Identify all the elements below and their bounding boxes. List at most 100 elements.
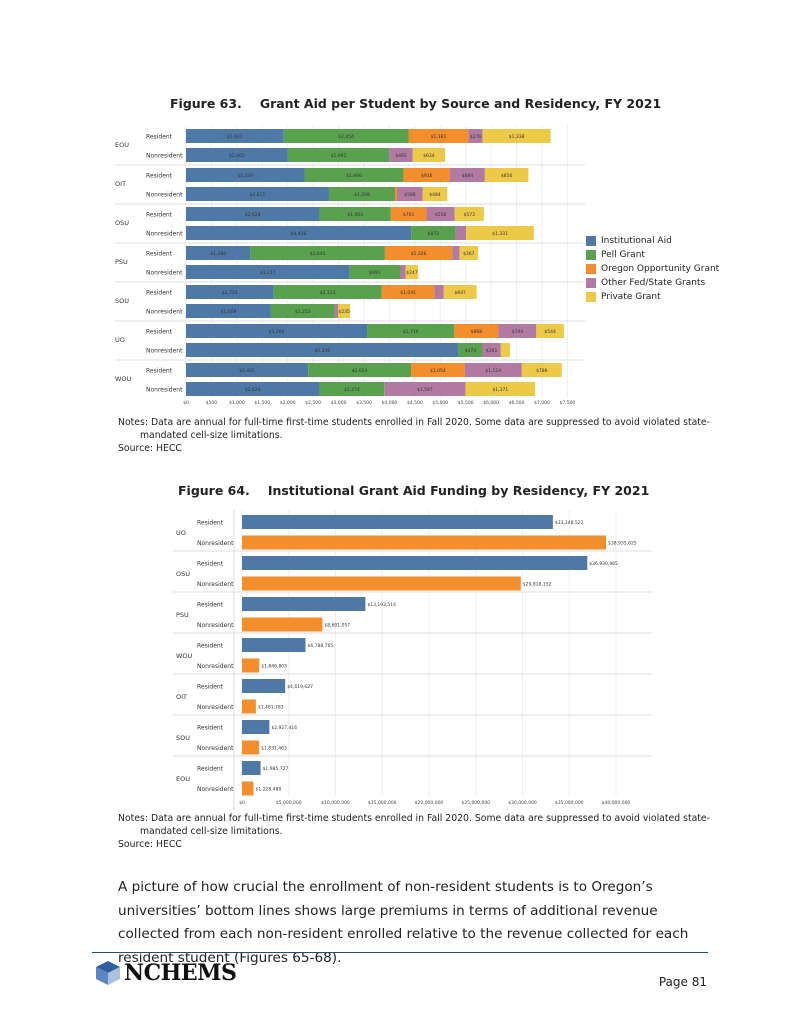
group-label: WOU (115, 375, 132, 383)
bar-segment (422, 187, 448, 201)
data-label: $247 (406, 270, 418, 276)
figure-64-title: Figure 64. Institutional Grant Aid Fundin… (178, 483, 649, 498)
data-label: $1,669 (221, 309, 237, 315)
bar-segment (367, 324, 455, 338)
data-label: $361 (486, 348, 498, 354)
body-paragraph: A picture of how crucial the enrollment … (118, 879, 689, 966)
legend-swatch (586, 278, 596, 288)
bar-segment (466, 226, 534, 240)
row-label: Resident (197, 561, 224, 568)
row-label: Nonresident (197, 704, 234, 711)
row-label: Resident (146, 134, 173, 141)
bar-segment (384, 382, 466, 396)
row-label: Resident (146, 329, 173, 336)
data-label: $868 (471, 329, 483, 335)
legend-swatch (586, 236, 596, 246)
bar-segment (434, 285, 444, 299)
data-label: $33,248,522 (555, 520, 584, 526)
figure-63-title: Figure 63. Grant Aid per Student by Sourc… (170, 96, 661, 111)
data-label: $473 (465, 348, 477, 354)
x-tick-label: $5,000 (432, 400, 448, 406)
bar-segment (452, 246, 460, 260)
data-label: $506 (404, 192, 416, 198)
data-label: $1,371 (492, 387, 508, 393)
data-label: $2,003 (229, 153, 245, 159)
bar-segment (381, 285, 435, 299)
bar-segment (390, 207, 427, 221)
bar-segment (270, 304, 335, 318)
bar-segment (468, 129, 483, 143)
bar-segment (186, 168, 305, 182)
bar-segment (250, 246, 385, 260)
row-label: Resident (197, 684, 224, 691)
legend-swatch (586, 264, 596, 274)
row-label: Nonresident (146, 309, 183, 316)
figure-64-notes: Notes: Data are annual for full-time fir… (118, 812, 718, 851)
bar (242, 597, 366, 611)
group-label: OIT (176, 693, 187, 701)
bar (242, 535, 607, 550)
data-label: $5,356 (314, 348, 330, 354)
bar (242, 720, 270, 734)
figure-number: Figure 64. (178, 483, 250, 498)
bar-segment (308, 363, 412, 377)
data-label: $484 (429, 192, 441, 198)
row-label: Nonresident (146, 387, 183, 394)
data-label: $2,454 (338, 134, 354, 140)
x-tick-label: $0 (183, 400, 189, 406)
data-label: $1,985,727 (263, 766, 289, 772)
group-label: SOU (176, 734, 190, 742)
bar-segment (186, 304, 271, 318)
data-label: $29,818,152 (523, 581, 552, 587)
legend-label: Institutional Aid (601, 236, 672, 246)
bar-segment (450, 168, 485, 182)
x-tick-label: $1,000 (229, 400, 245, 406)
data-label: $1,253 (295, 309, 311, 315)
bar-segment (186, 187, 329, 201)
bar (242, 679, 286, 693)
data-label: $2,624 (245, 212, 261, 218)
bar-segment (384, 246, 453, 260)
data-label: $1,181 (431, 134, 447, 140)
row-label: Nonresident (197, 622, 234, 629)
bar-segment (521, 363, 562, 377)
data-label: $2,123 (320, 290, 336, 296)
data-label: $744 (512, 329, 524, 335)
x-tick-label: $7,500 (560, 400, 576, 406)
bar (242, 576, 521, 591)
data-label: $1,298 (354, 192, 370, 198)
data-label: $1,481,783 (258, 704, 284, 710)
grant-aid-stacked-bar-chart: $0 $500 $1,000 $1,500 $2,000 $2,500 $3,000 $3,5… (115, 125, 585, 406)
bar (242, 515, 553, 529)
row-label: Nonresident (146, 231, 183, 238)
bar-segment (458, 343, 483, 357)
bar-segment (186, 324, 368, 338)
bar-segment (397, 187, 423, 201)
x-tick-label: $2,000 (280, 400, 296, 406)
bar-segment (412, 148, 446, 162)
row-label: Resident (146, 290, 173, 297)
bar-segment (408, 129, 469, 143)
page-number: Page 81 (658, 975, 707, 989)
group-label: EOU (115, 141, 129, 149)
bar-segment (484, 168, 529, 182)
bar (242, 617, 323, 632)
bar-segment (394, 187, 398, 201)
data-label: $1,326 (411, 251, 427, 257)
row-label: Resident (146, 368, 173, 375)
data-label: $3,217 (260, 270, 276, 276)
x-tick-label: $6,500 (509, 400, 525, 406)
legend-swatch (586, 292, 596, 302)
bar-segment (186, 285, 274, 299)
bar-segment (186, 207, 320, 221)
bar-segment (405, 265, 419, 279)
data-label: $1,266 (210, 251, 226, 257)
bar-segment (349, 265, 401, 279)
legend-label: Pell Grant (601, 250, 645, 260)
x-tick-label: $15,000,000 (368, 800, 397, 806)
row-label: Nonresident (197, 663, 234, 670)
bar (242, 761, 261, 775)
data-label: $1,338 (509, 134, 525, 140)
data-label: $573 (464, 212, 476, 218)
